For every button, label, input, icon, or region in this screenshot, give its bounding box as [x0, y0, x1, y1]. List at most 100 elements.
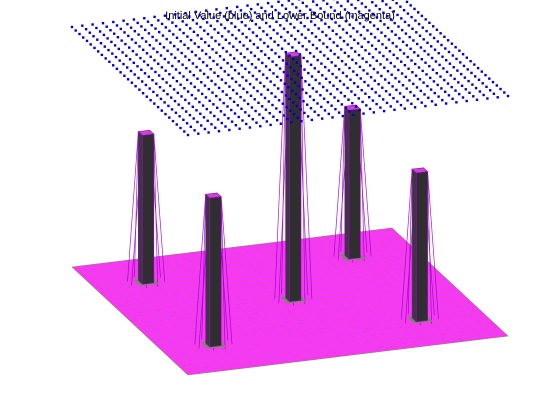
initial-value-point	[258, 113, 261, 116]
post-slope-line	[274, 53, 286, 300]
initial-value-point	[95, 26, 98, 30]
initial-value-point	[373, 36, 377, 39]
initial-value-point	[269, 37, 272, 40]
initial-value-point	[213, 71, 216, 74]
initial-value-point	[418, 78, 422, 81]
initial-value-point	[183, 43, 186, 46]
initial-value-point	[232, 88, 235, 92]
initial-value-point	[403, 20, 407, 24]
initial-value-point	[224, 38, 227, 41]
initial-value-point	[342, 83, 346, 86]
initial-value-point	[237, 72, 240, 75]
initial-value-point	[237, 29, 241, 32]
initial-value-point	[192, 117, 195, 120]
initial-value-point	[109, 29, 112, 32]
initial-value-point	[392, 10, 395, 13]
floor-gridline-u	[298, 239, 416, 348]
initial-value-point	[459, 61, 462, 64]
initial-value-point	[214, 126, 217, 129]
initial-value-point	[275, 20, 278, 23]
initial-value-point	[290, 77, 293, 81]
initial-value-point	[413, 7, 416, 11]
initial-value-point	[179, 126, 182, 130]
initial-value-point	[297, 41, 301, 44]
initial-value-point	[320, 19, 323, 22]
initial-value-point	[339, 36, 342, 39]
initial-value-point	[230, 120, 234, 123]
initial-value-point	[471, 83, 474, 86]
initial-value-point	[124, 42, 127, 46]
initial-value-point	[366, 72, 369, 75]
initial-value-point	[324, 65, 327, 69]
initial-value-point	[455, 57, 458, 61]
initial-value-point	[163, 14, 167, 17]
initial-value-point	[152, 90, 155, 94]
initial-value-point	[372, 67, 376, 71]
initial-value-point	[268, 112, 271, 115]
initial-value-point	[374, 47, 378, 51]
initial-value-point	[268, 68, 271, 72]
initial-value-point	[251, 74, 255, 78]
floor-gridline-u	[381, 229, 498, 338]
initial-value-point	[388, 50, 392, 53]
initial-value-point	[215, 94, 218, 98]
initial-value-point	[214, 83, 217, 86]
initial-value-point	[444, 47, 447, 50]
initial-value-point	[368, 107, 372, 111]
initial-value-point	[316, 102, 319, 105]
initial-value-point	[492, 92, 496, 95]
initial-value-point	[135, 53, 138, 56]
initial-value-point	[292, 101, 295, 104]
initial-value-point	[133, 30, 136, 33]
initial-value-point	[400, 72, 404, 75]
initial-value-point	[132, 18, 136, 21]
initial-value-point	[359, 33, 363, 37]
initial-value-point	[355, 18, 358, 22]
initial-value-point	[210, 123, 213, 126]
initial-value-point	[337, 111, 341, 114]
initial-value-point	[372, 24, 376, 27]
initial-value-point	[174, 13, 177, 16]
initial-value-point	[310, 32, 314, 35]
initial-value-point	[226, 105, 229, 108]
initial-value-point	[283, 39, 287, 42]
initial-value-point	[399, 48, 402, 52]
initial-value-point	[274, 8, 277, 12]
initial-value-point	[382, 54, 385, 58]
initial-value-point	[350, 90, 353, 93]
initial-value-point	[450, 42, 454, 45]
initial-value-point	[393, 21, 396, 25]
initial-value-point	[323, 54, 326, 57]
initial-value-point	[466, 68, 469, 71]
initial-value-point	[265, 21, 268, 25]
initial-value-point	[403, 107, 406, 110]
initial-value-point	[132, 61, 135, 64]
initial-value-point	[379, 106, 382, 109]
initial-value-point	[133, 73, 136, 76]
initial-value-point	[317, 27, 320, 30]
initial-value-point	[158, 86, 162, 89]
initial-value-point	[354, 105, 358, 108]
initial-value-point	[155, 39, 158, 42]
initial-value-point	[363, 37, 366, 40]
initial-value-point	[227, 117, 230, 120]
initial-value-point	[173, 99, 177, 103]
initial-value-point	[302, 56, 305, 60]
initial-value-point	[356, 42, 360, 45]
initial-value-point	[306, 60, 309, 63]
initial-value-point	[309, 107, 313, 110]
initial-value-point	[468, 91, 471, 94]
floor-gridline-u	[319, 236, 436, 345]
initial-value-point	[220, 78, 224, 81]
initial-value-point	[185, 122, 189, 125]
initial-value-point	[182, 75, 185, 78]
initial-value-point	[122, 62, 125, 66]
initial-value-point	[173, 56, 177, 59]
initial-value-point	[160, 22, 164, 26]
initial-value-point	[163, 57, 166, 61]
initial-value-point	[141, 92, 145, 95]
initial-value-point	[140, 25, 143, 28]
initial-value-point	[224, 125, 227, 128]
initial-value-point	[298, 9, 302, 13]
initial-value-point	[327, 69, 331, 72]
